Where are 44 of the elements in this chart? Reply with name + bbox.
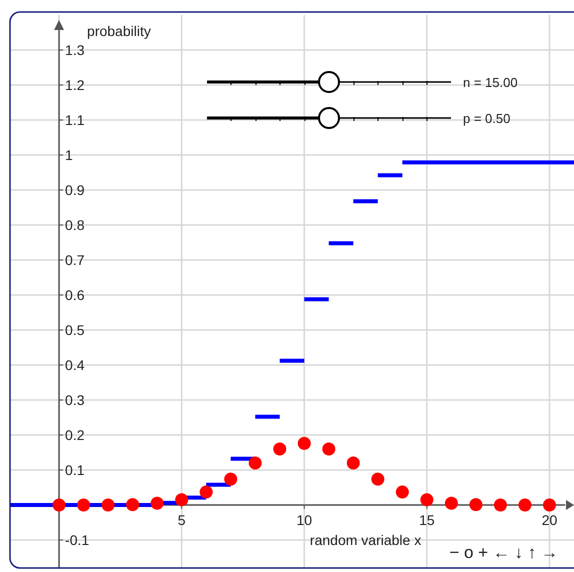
y-tick-label: 0.7 xyxy=(65,252,85,268)
y-tick-label: 0.5 xyxy=(65,322,85,338)
point xyxy=(126,498,140,512)
point xyxy=(469,498,482,512)
x-axis-title: random variable x xyxy=(310,532,422,548)
point xyxy=(371,472,384,486)
y-tick-label: -0.1 xyxy=(65,532,90,548)
x-tick-label: 10 xyxy=(296,512,312,528)
x-tick-label: 20 xyxy=(542,512,558,528)
point xyxy=(518,498,532,512)
point xyxy=(77,498,90,512)
x-tick-label: 15 xyxy=(419,512,435,528)
point xyxy=(224,472,238,486)
y-tick-label: 1.3 xyxy=(65,42,85,58)
point xyxy=(200,486,213,499)
point xyxy=(175,493,188,506)
y-tick-label: 1.1 xyxy=(65,112,85,128)
point xyxy=(396,486,409,499)
point xyxy=(248,456,262,470)
y-tick-label: 0.9 xyxy=(65,182,85,198)
point xyxy=(420,493,434,506)
point xyxy=(150,496,164,510)
point xyxy=(102,498,115,512)
point xyxy=(322,442,336,456)
point xyxy=(346,456,360,470)
y-tick-label: 0.4 xyxy=(65,357,85,373)
annotation: p = 0.50 xyxy=(463,111,510,126)
point xyxy=(298,436,311,450)
y-tick-label: 1.2 xyxy=(65,77,85,93)
y-tick-label: 1 xyxy=(65,147,74,163)
point xyxy=(494,498,507,512)
x-tick-label: 5 xyxy=(178,512,186,528)
y-tick-label: 0.6 xyxy=(65,287,85,303)
annotation: − o + ← ↓ ↑ → xyxy=(449,543,558,562)
annotation: n = 15.00 xyxy=(463,75,518,90)
y-tick-label: 0.3 xyxy=(65,392,85,408)
point xyxy=(273,442,286,456)
point xyxy=(52,498,66,512)
y-tick-label: 0.8 xyxy=(65,217,85,233)
point xyxy=(444,496,458,510)
y-axis-title: probability xyxy=(87,23,151,39)
y-tick-label: 0.2 xyxy=(65,427,85,443)
y-tick-label: 0.1 xyxy=(65,462,85,478)
point xyxy=(542,498,556,512)
